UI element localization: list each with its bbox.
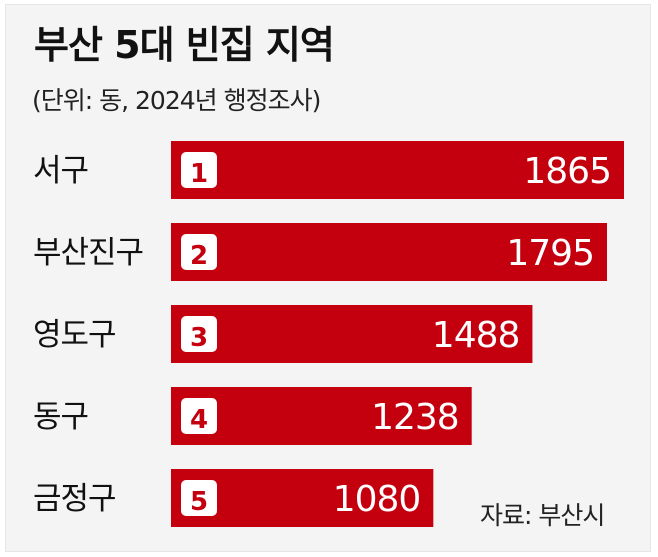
category-label: 금정구 [33,481,116,517]
rank-label: 4 [190,405,208,435]
value-label: 1080 [333,479,421,520]
bar [171,305,533,363]
rank-label: 5 [190,487,208,517]
value-label: 1488 [432,315,520,356]
rank-label: 3 [190,323,208,353]
rank-label: 2 [190,241,208,271]
chart-subtitle: (단위: 동, 2024년 행정조사) [32,86,321,115]
value-label: 1795 [506,233,594,274]
bar [171,387,472,445]
category-label: 영도구 [33,317,116,353]
bar [171,223,607,281]
rank-label: 1 [190,159,208,189]
chart-title: 부산 5대 빈집 지역 [34,23,335,67]
rank-box [181,480,217,516]
source-note: 자료: 부산시 [480,501,605,530]
category-label: 부산진구 [33,235,143,271]
category-label: 서구 [33,153,88,189]
rank-box [181,398,217,434]
category-label: 동구 [33,399,88,435]
value-label: 1865 [523,151,611,192]
value-label: 1238 [371,397,459,438]
rank-box [181,234,217,270]
rank-box [181,316,217,352]
bar [171,141,624,199]
rank-box [181,152,217,188]
